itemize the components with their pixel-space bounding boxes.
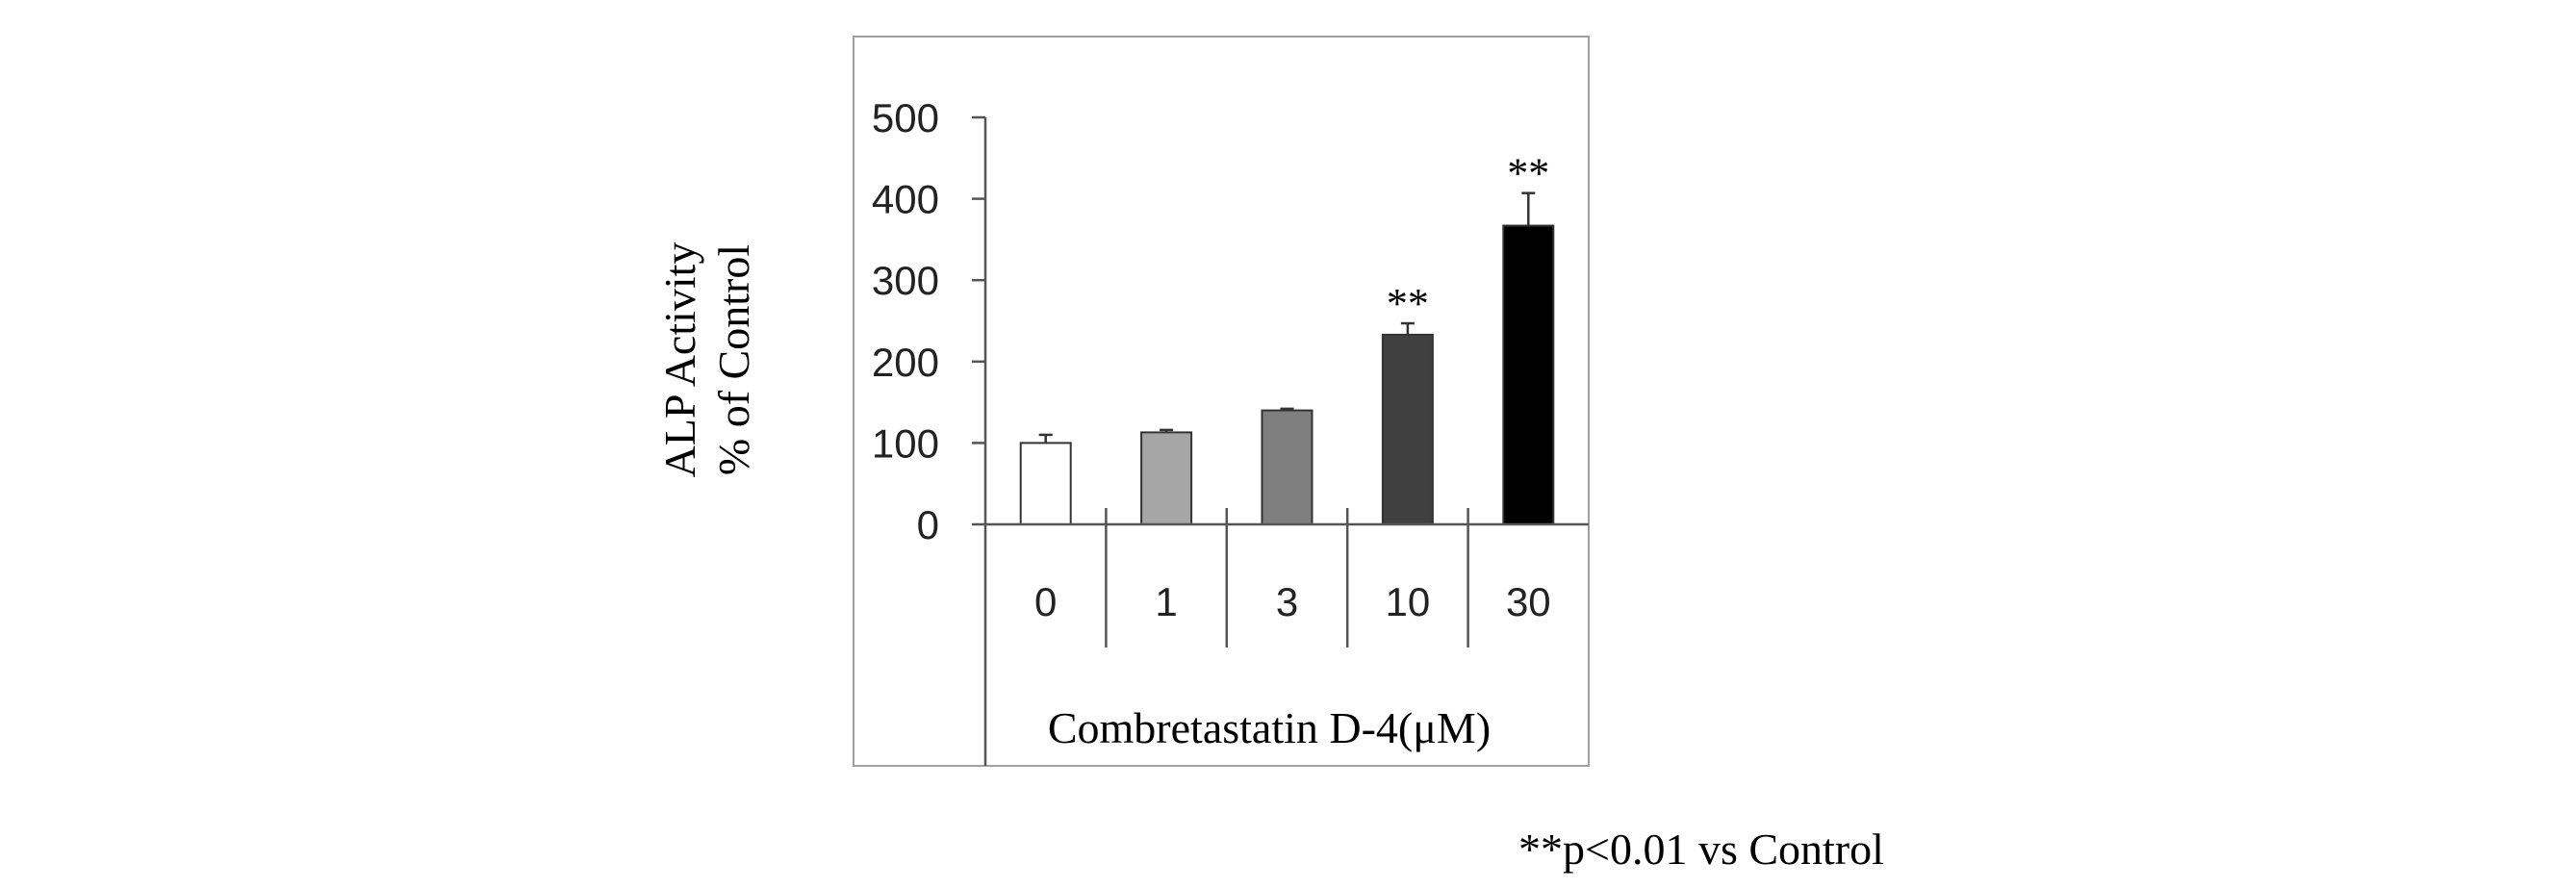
x-tick-label-30: 30: [1506, 579, 1551, 624]
bar-3: [1262, 411, 1313, 524]
y-tick-label: 0: [917, 502, 939, 547]
x-tick-label-1: 1: [1155, 579, 1177, 624]
y-tick-label: 300: [872, 258, 939, 303]
y-tick-label: 500: [872, 95, 939, 140]
bar-30: [1503, 226, 1553, 524]
significance-marker-10: **: [1387, 280, 1429, 327]
significance-marker-30: **: [1507, 150, 1549, 197]
bar-1: [1141, 432, 1191, 524]
footnote: **p<0.01 vs Control: [1518, 825, 1884, 874]
y-axis-label-line1: ALP Activity: [655, 242, 704, 478]
x-tick-label-10: 10: [1386, 579, 1431, 624]
bar-0: [1021, 443, 1071, 524]
y-tick-label: 100: [872, 420, 939, 466]
x-tick-label-0: 0: [1034, 579, 1057, 624]
y-tick-label: 400: [872, 177, 939, 222]
chart-frame: [854, 37, 1589, 766]
x-tick-label-3: 3: [1276, 579, 1298, 624]
x-axis-label: Combretastatin D-4(μM): [1048, 703, 1491, 752]
bar-10: [1383, 335, 1433, 524]
y-axis-label-line2: % of Control: [709, 244, 758, 475]
y-tick-label: 200: [872, 340, 939, 385]
